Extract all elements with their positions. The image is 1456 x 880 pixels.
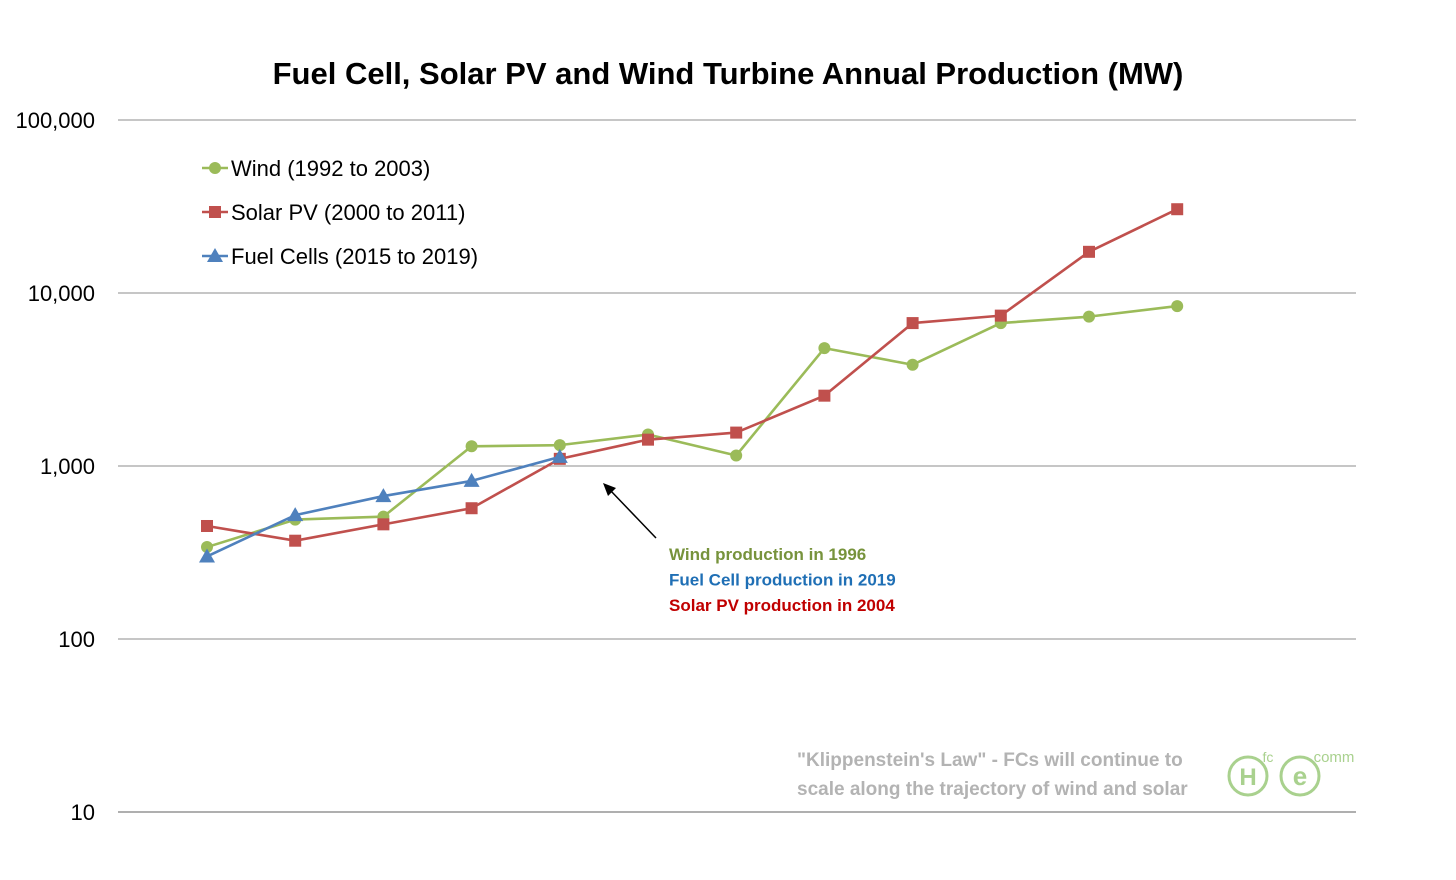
- logo-superscript-comm: comm: [1314, 749, 1355, 766]
- chart-title: Fuel Cell, Solar PV and Wind Turbine Ann…: [273, 56, 1184, 91]
- square-marker: [201, 519, 213, 532]
- square-marker: [1083, 245, 1095, 258]
- triangle-marker: [375, 488, 392, 503]
- legend: Wind (1992 to 2003) Solar PV (2000 to 201…: [202, 156, 478, 269]
- square-marker: [730, 426, 743, 439]
- circle-marker: [553, 439, 566, 452]
- series-line: [206, 455, 561, 558]
- logo-circle-h: [1227, 755, 1269, 797]
- gridlines: [118, 119, 1356, 640]
- triangle-marker: [463, 472, 480, 487]
- y-tick-label: 1,000: [40, 454, 95, 479]
- triangle-marker: [287, 507, 304, 522]
- legend-item: Wind (1992 to 2003): [202, 156, 430, 181]
- legend-label: Solar PV (2000 to 2011): [231, 200, 465, 225]
- square-marker: [818, 389, 831, 402]
- circle-marker: [209, 162, 221, 174]
- square-marker: [209, 206, 221, 218]
- y-tick-label: 10: [71, 800, 95, 825]
- annotation-text: Wind production in 1996 Fuel Cell product…: [669, 545, 896, 615]
- logo-letter-e: e: [1293, 761, 1307, 791]
- hfcecomm-logo: H e fc comm: [1227, 749, 1355, 797]
- legend-item: Fuel Cells (2015 to 2019): [202, 244, 478, 269]
- circle-marker: [818, 342, 831, 355]
- square-marker: [377, 518, 390, 531]
- annotation-line: Fuel Cell production in 2019: [669, 571, 896, 590]
- square-marker: [289, 534, 302, 547]
- y-axis-ticks: 10 100 1,000 10,000 100,000: [15, 108, 95, 825]
- circle-marker: [201, 541, 213, 554]
- y-tick-label: 100,000: [15, 108, 95, 133]
- circle-marker: [1083, 310, 1095, 323]
- series-line: [206, 304, 1178, 549]
- annotation-line: Wind production in 1996: [669, 545, 866, 564]
- triangle-marker: [199, 548, 215, 563]
- legend-item: Solar PV (2000 to 2011): [202, 200, 465, 225]
- y-tick-label: 10,000: [28, 281, 95, 306]
- circle-marker: [465, 440, 478, 453]
- series-wind: [201, 300, 1184, 554]
- note-line: "Klippenstein's Law" - FCs will continue…: [797, 750, 1183, 771]
- logo-superscript-fc: fc: [1263, 749, 1274, 765]
- circle-marker: [730, 449, 743, 462]
- square-marker: [1171, 203, 1184, 216]
- series-solar-pv: [201, 203, 1184, 547]
- note-line: scale along the trajectory of wind and s…: [797, 779, 1188, 800]
- logo-letter-h: H: [1239, 764, 1256, 791]
- triangle-marker: [551, 448, 568, 463]
- circle-marker: [1171, 300, 1184, 313]
- triangle-marker: [207, 248, 223, 262]
- square-marker: [642, 433, 654, 446]
- circle-marker: [906, 358, 919, 371]
- annotation-arrow: [603, 483, 657, 539]
- square-marker: [465, 502, 478, 515]
- series-layer: [199, 203, 1184, 563]
- square-marker: [906, 317, 919, 330]
- series-line: [206, 208, 1178, 543]
- logo-circle-e: [1279, 755, 1321, 797]
- legend-label: Fuel Cells (2015 to 2019): [231, 244, 478, 269]
- law-note: "Klippenstein's Law" - FCs will continue…: [797, 750, 1188, 800]
- y-tick-label: 100: [58, 627, 95, 652]
- square-marker: [994, 309, 1007, 322]
- series-fuel-cells: [199, 448, 568, 563]
- legend-label: Wind (1992 to 2003): [231, 156, 430, 181]
- annotation-line: Solar PV production in 2004: [669, 596, 895, 615]
